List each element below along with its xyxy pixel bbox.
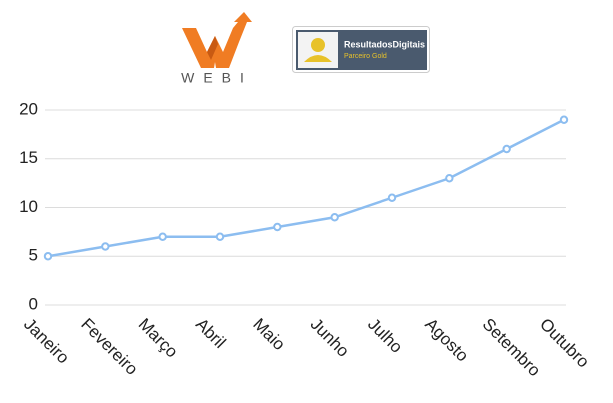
logo-shade bbox=[207, 36, 218, 60]
data-point bbox=[215, 232, 225, 241]
data-point bbox=[445, 174, 454, 183]
x-tick-label: Setembro bbox=[479, 315, 545, 381]
partner-icon bbox=[311, 38, 325, 52]
x-tick-label: Junho bbox=[307, 315, 353, 361]
data-point bbox=[559, 115, 569, 124]
y-tick-label: 15 bbox=[19, 148, 38, 167]
y-tick-label: 5 bbox=[29, 246, 38, 265]
x-tick-label: Abril bbox=[192, 315, 229, 352]
brand-name: WEBI bbox=[181, 70, 253, 86]
data-point bbox=[387, 193, 397, 202]
partner-tier: Parceiro Gold bbox=[344, 53, 387, 60]
x-tick-label: Agosto bbox=[421, 315, 472, 366]
data-point bbox=[273, 222, 282, 232]
x-tick-label: Julho bbox=[364, 315, 406, 357]
data-point bbox=[101, 242, 110, 251]
x-tick-label: Janeiro bbox=[20, 315, 73, 368]
brand-logo: WEBI bbox=[181, 12, 253, 86]
logo-mark bbox=[182, 12, 252, 68]
data-line bbox=[47, 118, 565, 258]
partner-name: ResultadosDigitais bbox=[344, 39, 425, 49]
y-tick-label: 20 bbox=[19, 99, 38, 118]
x-tick-label: Maio bbox=[249, 315, 288, 354]
partner-icon-base bbox=[304, 55, 332, 62]
data-point bbox=[43, 252, 53, 261]
x-tick-label: Outubro bbox=[536, 315, 593, 372]
y-tick-label: 10 bbox=[19, 197, 38, 216]
data-point bbox=[158, 232, 167, 241]
x-tick-label: Fevereiro bbox=[77, 315, 141, 379]
x-tick-label: Março bbox=[135, 315, 182, 362]
data-point bbox=[502, 144, 511, 154]
data-point bbox=[330, 213, 339, 222]
partner-logo: ResultadosDigitais Parceiro Gold bbox=[292, 26, 430, 73]
y-tick-label: 0 bbox=[29, 294, 38, 313]
